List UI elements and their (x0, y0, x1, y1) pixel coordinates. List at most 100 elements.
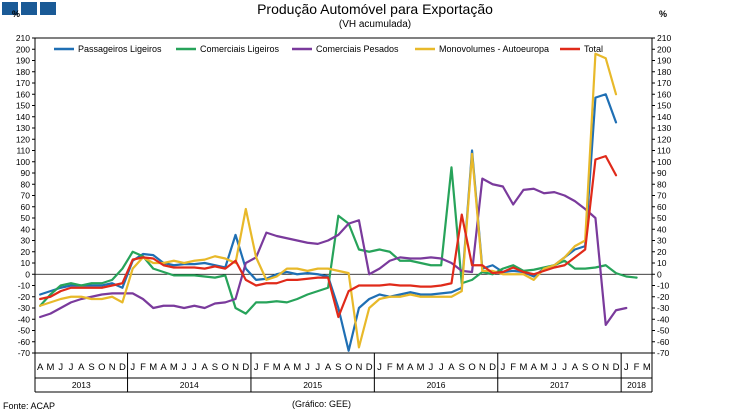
x-tick-label-month: M (46, 362, 54, 373)
y-tick-label-left: 10 (21, 258, 31, 268)
x-tick-label-month: A (78, 362, 85, 373)
x-tick-label-month: S (88, 362, 94, 373)
x-tick-label-month: D (613, 362, 620, 373)
x-tick-label-month: D (489, 362, 496, 373)
x-tick-label-month: M (519, 362, 527, 373)
x-tick-label-year: 2018 (627, 380, 646, 390)
x-tick-label-year: 2014 (180, 380, 199, 390)
y-tick-label-left: 120 (16, 134, 30, 144)
x-tick-label-month: D (366, 362, 373, 373)
y-tick-label-left: -30 (18, 303, 31, 313)
x-tick-label-month: J (315, 362, 320, 373)
y-tick-label-right: 90 (657, 168, 667, 178)
y-tick-label-left: -10 (18, 281, 31, 291)
y-tick-label-right: -10 (657, 281, 670, 291)
x-tick-label-year: 2013 (72, 380, 91, 390)
series-line-3 (39, 177, 628, 326)
x-tick-label-month: O (468, 362, 475, 373)
series-line-1 (39, 93, 618, 352)
source-note: Fonte: ACAP (3, 401, 56, 411)
y-tick-label-right: 30 (657, 236, 667, 246)
y-tick-label-left: 210 (16, 33, 30, 43)
y-tick-label-left: 110 (16, 146, 30, 156)
x-tick-label-month: J (130, 362, 135, 373)
x-tick-label-month: N (479, 362, 486, 373)
legend-label-5: Total (584, 44, 603, 54)
left-unit-label: % (12, 9, 21, 19)
y-tick-label-left: 90 (21, 168, 31, 178)
x-tick-label-month: J (254, 362, 259, 373)
y-tick-label-right: 80 (657, 179, 667, 189)
x-tick-label-month: M (273, 362, 281, 373)
y-tick-label-right: -60 (657, 337, 670, 347)
x-tick-label-month: M (540, 362, 548, 373)
x-tick-label-month: J (439, 362, 444, 373)
y-tick-label-left: 50 (21, 213, 31, 223)
y-tick-label-left: -40 (18, 314, 31, 324)
y-tick-label-left: -20 (18, 292, 31, 302)
y-tick-label-right: -50 (657, 326, 670, 336)
x-tick-label-month: J (182, 362, 187, 373)
y-tick-label-right: 160 (657, 89, 671, 99)
x-tick-label-month: A (572, 362, 579, 373)
y-tick-label-right: 190 (657, 56, 671, 66)
chart-credit: (Gráfico: GEE) (292, 399, 352, 409)
x-tick-label-month: J (377, 362, 382, 373)
x-tick-label-month: N (109, 362, 116, 373)
x-tick-label-year: 2017 (550, 380, 569, 390)
x-tick-label-month: N (602, 362, 609, 373)
series-line-2 (39, 166, 638, 315)
x-tick-label-month: O (592, 362, 599, 373)
y-tick-label-left: 60 (21, 202, 31, 212)
y-tick-label-right: 20 (657, 247, 667, 257)
right-unit-label: % (659, 9, 668, 19)
y-tick-label-left: 180 (16, 67, 30, 77)
x-tick-label-month: A (284, 362, 291, 373)
x-tick-label-month: A (407, 362, 414, 373)
y-tick-label-left: 200 (16, 44, 30, 54)
x-tick-label-month: O (345, 362, 352, 373)
x-tick-label-month: A (202, 362, 209, 373)
y-tick-label-right: 60 (657, 202, 667, 212)
y-tick-label-left: 80 (21, 179, 31, 189)
x-tick-label-month: J (552, 362, 557, 373)
legend-label-1: Passageiros Ligeiros (78, 44, 162, 54)
x-tick-label-month: J (58, 362, 63, 373)
x-tick-label-month: M (643, 362, 651, 373)
y-tick-label-right: 0 (657, 269, 662, 279)
y-tick-label-right: 100 (657, 157, 671, 167)
y-tick-label-left: -50 (18, 326, 31, 336)
x-tick-label-month: F (387, 362, 393, 373)
y-tick-label-left: 40 (21, 224, 31, 234)
x-tick-label-month: F (140, 362, 146, 373)
y-tick-label-left: 190 (16, 56, 30, 66)
x-tick-label-month: N (355, 362, 362, 373)
series-line-4 (39, 52, 618, 349)
y-tick-label-right: 130 (657, 123, 671, 133)
x-tick-label-month: S (582, 362, 588, 373)
y-tick-label-right: 180 (657, 67, 671, 77)
y-tick-label-right: 10 (657, 258, 667, 268)
x-tick-label-month: N (232, 362, 239, 373)
y-tick-label-right: -40 (657, 314, 670, 324)
x-tick-label-month: A (160, 362, 167, 373)
logo-block-1 (2, 2, 18, 15)
logo-block-2 (21, 2, 37, 15)
y-tick-label-left: 150 (16, 101, 30, 111)
y-tick-label-right: 120 (657, 134, 671, 144)
x-tick-label-month: M (170, 362, 178, 373)
logo-block-3 (40, 2, 56, 15)
x-tick-label-month: J (501, 362, 506, 373)
x-tick-label-month: S (335, 362, 341, 373)
y-tick-label-right: 40 (657, 224, 667, 234)
x-tick-label-month: F (263, 362, 269, 373)
x-tick-label-month: O (98, 362, 105, 373)
legend-label-2: Comerciais Ligeiros (200, 44, 280, 54)
y-tick-label-left: 70 (21, 191, 31, 201)
x-tick-label-month: A (325, 362, 332, 373)
y-tick-label-right: -70 (657, 348, 670, 358)
y-tick-label-right: 150 (657, 101, 671, 111)
x-tick-label-month: J (69, 362, 74, 373)
x-tick-label-month: J (562, 362, 567, 373)
